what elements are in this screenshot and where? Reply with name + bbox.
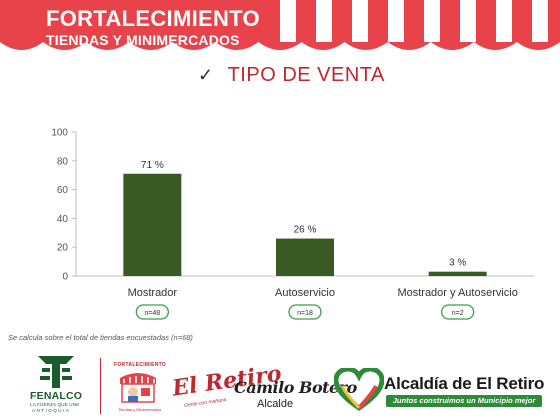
logo-divider <box>100 358 101 414</box>
count-badge-label: n=48 <box>144 310 160 317</box>
awning-scallop <box>301 42 345 50</box>
y-tick-label: 0 <box>62 272 68 283</box>
bar-chart: 0 20 40 60 80 100 71 % Mostrador n=48 26 % Autoser… <box>51 128 534 320</box>
awning-scallop <box>86 42 130 50</box>
category-label: Mostrador y Autoservicio <box>397 287 517 299</box>
awning-stripe <box>496 0 512 42</box>
awning-stripe <box>280 0 296 42</box>
awning-stripe <box>424 0 440 42</box>
banner-title: FORTALECIMIENTO TIENDAS Y MINIMERCADOS <box>46 6 260 48</box>
count-badge <box>288 304 322 320</box>
awning-scallop <box>387 42 431 50</box>
awning-scallop <box>0 42 44 50</box>
awning-scallop <box>258 42 302 50</box>
awning-stripe <box>388 0 404 42</box>
awning-stripe <box>460 0 476 42</box>
y-tick-label: 20 <box>57 243 69 254</box>
awning-scallop <box>129 42 173 50</box>
category-label: Mostrador <box>128 287 178 299</box>
count-badge <box>441 304 475 320</box>
bar <box>123 173 182 276</box>
y-tick-label: 40 <box>57 214 69 225</box>
count-badge-label: n=18 <box>297 310 313 317</box>
awning-scallop <box>215 42 259 50</box>
alcalde-label: Alcalde <box>257 398 294 410</box>
heart-logo-icon <box>334 368 384 412</box>
checkmark-icon: ✓ <box>198 65 214 85</box>
bar-value-label: 26 % <box>294 225 317 236</box>
awning-stripe <box>316 0 332 42</box>
count-badge-label: n=2 <box>452 310 464 317</box>
bar <box>428 271 487 276</box>
header-banner <box>0 0 560 50</box>
fenalco-slogan: LA FUERZA QUE UNE <box>30 402 80 407</box>
y-tick-label: 80 <box>57 156 69 167</box>
bar <box>276 238 334 276</box>
alcaldia-slogan: Juntos construimos un Municipio mejor <box>386 395 542 407</box>
bar-value-label: 71 % <box>141 160 164 171</box>
store-awning-icon <box>120 373 156 403</box>
awning-scallop <box>43 42 87 50</box>
count-badge <box>135 304 169 320</box>
awning-scallop <box>473 42 517 50</box>
footer-logos: FENALCO LA FUERZA QUE UNE ANTIOQUIA FORT… <box>0 350 560 420</box>
awning-scallop <box>172 42 216 50</box>
bar-value-label: 3 % <box>449 258 466 269</box>
category-label: Autoservicio <box>275 287 335 299</box>
fenalco-name: FENALCO <box>30 390 83 402</box>
awning-stripe <box>352 0 368 42</box>
heading-text: TIPO DE VENTA <box>227 64 385 86</box>
fortalecimiento-logo-label: FORTALECIMIENTO <box>114 362 167 368</box>
fenalco-region: ANTIOQUIA <box>32 408 71 413</box>
awning-scallop <box>430 42 474 50</box>
banner-title-line1: FORTALECIMIENTO <box>46 6 260 31</box>
awning-stripe <box>532 0 548 42</box>
awning-scallop <box>344 42 388 50</box>
fortalecimiento-logo-sub: Tiendas y Minimercados <box>118 407 162 412</box>
fenalco-logo-icon <box>38 356 74 388</box>
camilo-botero-logo: Camilo Botero <box>234 378 357 397</box>
y-tick-label: 60 <box>57 185 69 196</box>
banner-title-line2: TIENDAS Y MINIMERCADOS <box>46 32 240 48</box>
alcaldia-name: Alcaldía de El Retiro <box>384 374 545 393</box>
footnote: Se calcula sobre el total de tiendas enc… <box>8 333 193 342</box>
y-tick-label: 100 <box>51 128 68 139</box>
section-heading: ✓ TIPO DE VENTA <box>198 64 385 87</box>
awning-scallop <box>516 42 560 50</box>
